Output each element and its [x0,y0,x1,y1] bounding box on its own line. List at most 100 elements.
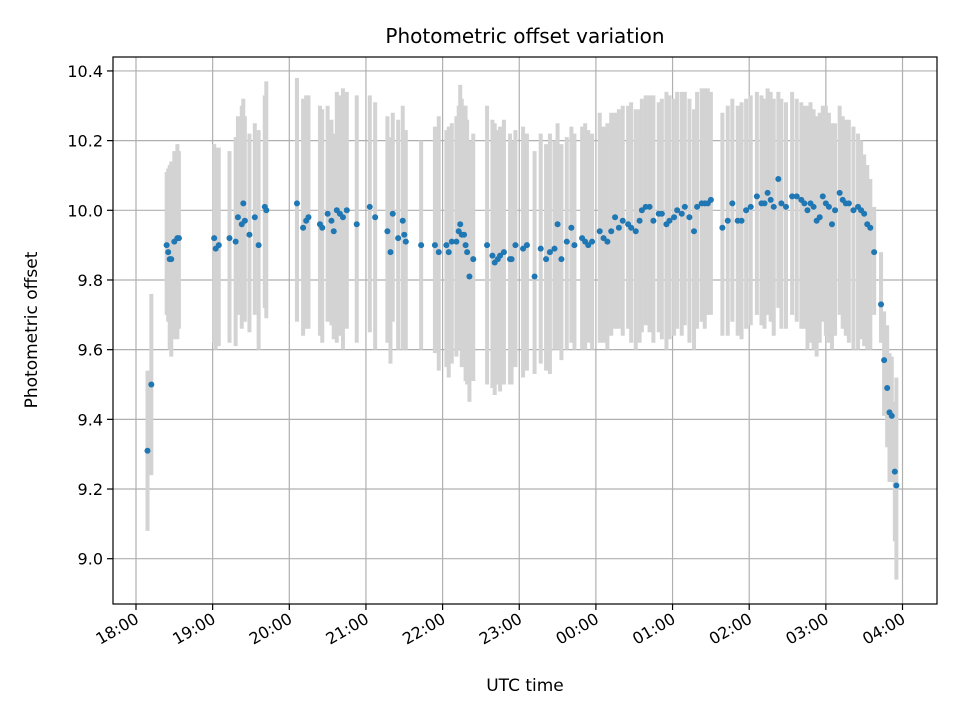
data-point [445,249,452,256]
data-point [793,193,800,200]
data-point [531,273,538,280]
x-tick-label: 23:00 [476,609,525,649]
data-point [638,207,645,214]
data-point [867,224,874,231]
data-point [165,249,172,256]
data-point [523,242,530,249]
data-point [810,203,817,210]
data-point [497,252,504,259]
data-point [724,217,731,224]
data-point [240,200,247,207]
data-point [175,235,182,242]
data-point [770,203,777,210]
data-point [681,203,688,210]
data-point [801,200,808,207]
data-point [339,214,346,221]
data-point [353,221,360,228]
data-point [789,193,796,200]
data-point [747,203,754,210]
data-point [431,242,438,249]
data-point [520,245,527,252]
data-point [435,249,442,256]
data-point [457,221,464,228]
data-point [300,224,307,231]
data-point [804,207,811,214]
data-point [226,235,233,242]
data-point [234,214,241,221]
data-point [241,217,248,224]
data-point [508,256,515,263]
data-point [443,242,450,249]
data-point [691,228,698,235]
data-point [893,482,900,489]
data-point [372,214,379,221]
y-tick-label: 10.2 [67,132,103,151]
data-point [845,200,852,207]
data-point [604,238,611,245]
data-point [738,217,745,224]
data-point [819,193,826,200]
y-axis-ticks: 9.0 9.2 9.4 9.6 9.8 10.0 10.2 10.4 [67,62,113,569]
data-point [608,228,615,235]
data-point [775,175,782,182]
data-point [255,242,262,249]
data-point [389,210,396,217]
data-point [293,200,300,207]
data-point [632,228,639,235]
data-point [764,189,771,196]
x-tick-label: 00:00 [552,609,601,649]
data-point [328,217,335,224]
data-point [729,200,736,207]
data-point [551,245,558,252]
data-point [719,224,726,231]
data-point [881,357,888,364]
x-axis-label: UTC time [486,676,564,696]
data-point [571,242,578,249]
x-axis-ticks: 18:00 19:00 20:00 21:00 22:00 23:00 00:00 01:00… [93,604,909,649]
data-point [600,235,607,242]
x-tick-label: 04:00 [859,609,908,649]
data-point [658,210,665,217]
data-point [825,203,832,210]
data-point [484,242,491,249]
data-point [343,207,350,214]
data-point [612,214,619,221]
data-point [395,235,402,242]
data-point [305,214,312,221]
data-point [453,238,460,245]
chart-title: Photometric offset variation [385,24,664,48]
x-tick-label: 20:00 [246,609,295,649]
data-point [554,221,561,228]
y-axis-label: Photometric offset [22,251,42,408]
data-point [366,203,373,210]
data-point [232,238,239,245]
x-tick-label: 21:00 [323,609,372,649]
errorbars [145,77,899,580]
data-point [387,249,394,256]
data-point [743,207,750,214]
data-point [888,412,895,419]
data-point [384,228,391,235]
data-point [596,228,603,235]
data-point [246,231,253,238]
data-point [678,210,685,217]
x-tick-label: 19:00 [169,609,218,649]
data-point [707,196,714,203]
data-point [850,207,857,214]
data-point [512,242,519,249]
data-point [585,242,592,249]
data-point [319,224,326,231]
data-point [448,238,455,245]
y-tick-label: 10.0 [67,201,103,220]
data-point [211,235,218,242]
x-tick-label: 02:00 [706,609,755,649]
data-point [767,196,774,203]
data-point [324,210,331,217]
data-point [628,224,635,231]
y-tick-label: 9.2 [78,480,103,499]
data-point [546,249,553,256]
data-point [891,468,898,475]
data-point [816,214,823,221]
data-point [836,189,843,196]
